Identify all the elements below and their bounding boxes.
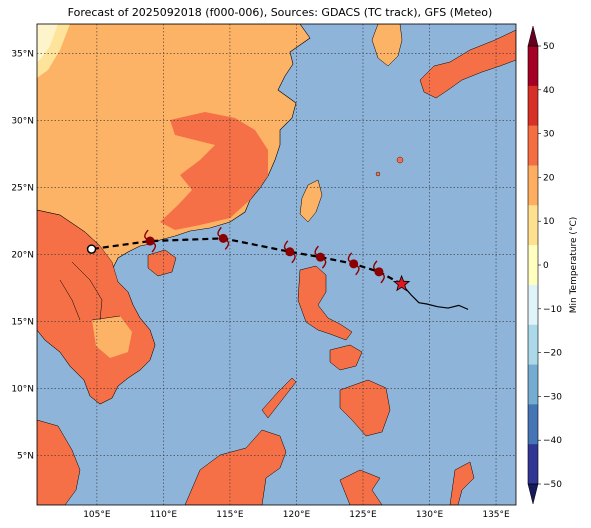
colorbar-tick-label: −50 <box>543 480 562 490</box>
typhoon-symbol-icon <box>217 226 230 250</box>
land-mild-cambodia <box>92 316 132 358</box>
map-frame <box>36 23 517 506</box>
colorbar-segment <box>528 404 538 445</box>
colorbar-segment <box>528 85 538 126</box>
map-area <box>37 24 516 505</box>
land-malaya <box>37 419 81 505</box>
colorbar-tick-label: −10 <box>543 305 562 315</box>
land-palawan <box>261 377 297 419</box>
land-ryukyu <box>375 171 381 177</box>
colorbar-segment <box>528 205 538 246</box>
land-korea <box>371 24 403 67</box>
land-hot-indochina <box>37 209 156 405</box>
lon-tick-label: 135°E <box>482 510 510 520</box>
lon-tick-label: 125°E <box>349 510 377 520</box>
lon-tick-label: 130°E <box>416 510 444 520</box>
lat-tick-label: 20°N <box>11 250 34 260</box>
page-title: Forecast of 2025092018 (f000-006), Sourc… <box>67 6 493 19</box>
land-okinawa <box>396 156 404 164</box>
colorbar-tick-label: 20 <box>543 173 555 183</box>
land-borneo <box>184 429 287 505</box>
colorbar-segment <box>528 324 538 365</box>
colorbar: 50 40 30 20 10 0 −10 −20 −30 −40 −50 Min Temperatur… <box>527 25 579 505</box>
colorbar-segment <box>528 245 538 286</box>
latitude-labels: 5°N 10°N 15°N 20°N 25°N 30°N 35°N <box>11 49 34 461</box>
land-mindanao <box>339 379 391 437</box>
typhoon-symbol-icon <box>347 252 360 276</box>
colorbar-segment <box>528 284 538 326</box>
lat-tick-label: 25°N <box>11 183 34 193</box>
land-japan <box>419 29 516 99</box>
colorbar-min-arrow <box>527 483 539 505</box>
colorbar-segment <box>528 125 538 166</box>
gridlines <box>37 24 516 505</box>
land-halmahera <box>449 461 475 505</box>
lon-tick-label: 120°E <box>283 510 311 520</box>
colorbar-tick-label: 40 <box>543 86 555 96</box>
land-hot-zone <box>160 112 268 230</box>
lon-tick-label: 110°E <box>150 510 178 520</box>
colorbar-max-arrow <box>527 25 539 47</box>
land-sulawesi <box>339 469 383 505</box>
colorbar-tick-label: 0 <box>543 261 549 271</box>
lon-tick-label: 115°E <box>216 510 244 520</box>
land-visayas <box>329 344 363 371</box>
land-cool-north <box>37 24 58 62</box>
colorbar-segment <box>528 364 538 405</box>
land-taiwan <box>299 179 323 223</box>
colorbar-tick-label: −20 <box>543 349 562 359</box>
longitude-labels: 105°E 110°E 115°E 120°E 125°E 130°E 135°E <box>83 510 510 520</box>
colorbar-segment <box>528 46 538 87</box>
colorbar-tick-label: −40 <box>543 436 562 446</box>
current-position-star-icon <box>392 274 411 292</box>
colorbar-label: Min Temperature (°C) <box>569 217 579 314</box>
lat-tick-label: 10°N <box>11 384 34 394</box>
colorbar-tick-label: −30 <box>543 392 562 402</box>
colorbar-tick-label: 30 <box>543 130 555 140</box>
typhoon-symbol-icon <box>373 260 385 284</box>
lat-tick-label: 35°N <box>11 49 34 59</box>
lat-tick-label: 5°N <box>17 451 34 461</box>
typhoon-symbol-icon <box>283 240 296 264</box>
typhoon-symbol-icon <box>314 245 327 269</box>
colorbar-tick-label: 50 <box>543 42 555 52</box>
landfall-marker <box>86 244 97 254</box>
colorbar-tick-label: 10 <box>543 217 555 227</box>
colorbar-segment <box>528 165 538 206</box>
lat-tick-label: 15°N <box>11 317 34 327</box>
lon-tick-label: 105°E <box>83 510 111 520</box>
land-hainan <box>147 249 177 277</box>
typhoon-symbol-icon <box>144 229 157 253</box>
colorbar-segment <box>528 444 538 485</box>
past-track-line <box>401 283 469 310</box>
storm-track <box>86 226 469 310</box>
country-borders <box>37 209 121 321</box>
lat-tick-label: 30°N <box>11 116 34 126</box>
